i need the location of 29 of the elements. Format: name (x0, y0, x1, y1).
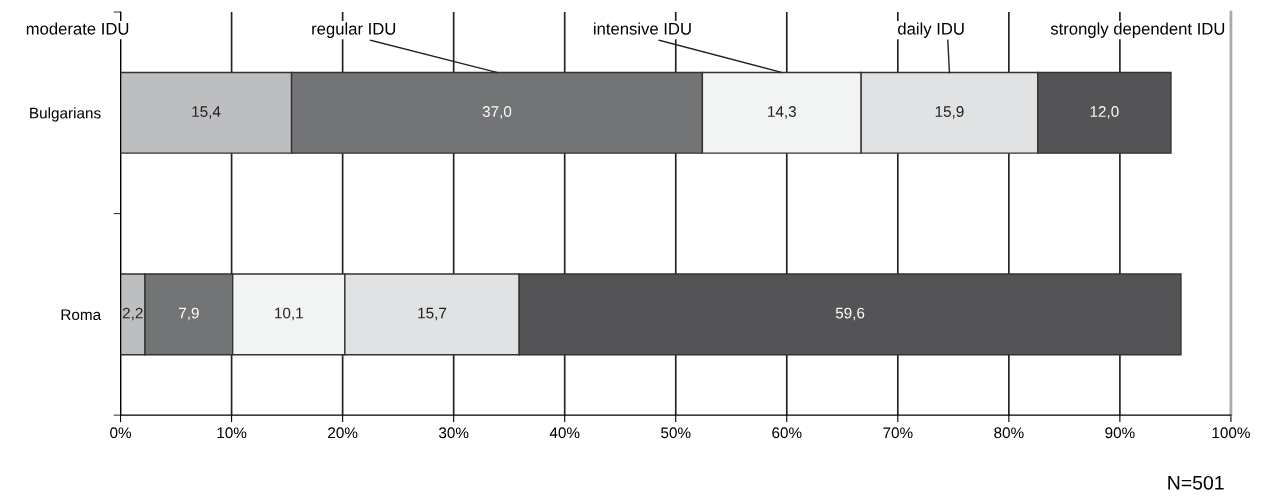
x-tick-label: 20% (328, 427, 358, 439)
x-tick-label: 90% (1105, 427, 1135, 439)
x-tick-label: 60% (772, 427, 802, 439)
x-tick-label: 40% (549, 427, 580, 439)
data-label: 59,6 (835, 307, 865, 321)
text: regular IDU (312, 22, 396, 38)
data-label: 7,9 (179, 307, 199, 321)
data-label: 14,3 (768, 106, 796, 119)
x-tick-label: 0% (110, 427, 132, 439)
x-tick-label: 70% (883, 427, 913, 439)
text: strongly dependent IDU (1050, 22, 1225, 38)
y-tick-label: Bulgarians (30, 107, 101, 122)
data-label: 15,7 (418, 307, 447, 321)
text: N=501 (1168, 475, 1224, 490)
data-label: 15,9 (935, 106, 964, 119)
y-tick-label: Roma (61, 309, 102, 321)
x-tick-label: 100% (1212, 427, 1250, 439)
data-label: 10,1 (275, 307, 303, 321)
data-label: 37,0 (482, 106, 512, 119)
text: moderate IDU (26, 22, 129, 35)
data-label: 12,0 (1090, 106, 1119, 119)
data-label: 15,4 (192, 106, 221, 119)
x-tick-label: 30% (438, 427, 469, 439)
text: intensive IDU (593, 22, 691, 35)
text: daily IDU (898, 22, 964, 38)
x-tick-label: 10% (217, 427, 247, 439)
x-tick-label: 80% (994, 427, 1024, 439)
data-label: 2,2 (122, 307, 143, 321)
x-tick-label: 50% (661, 427, 691, 439)
